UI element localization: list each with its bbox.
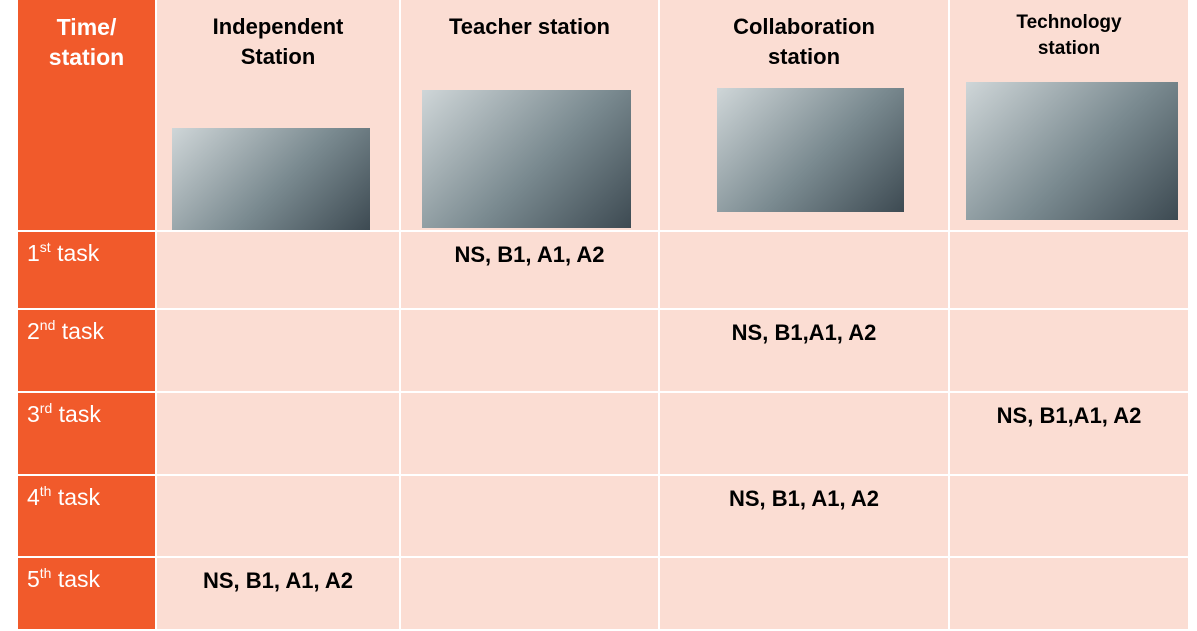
cell-text: NS, B1,A1, A2 [996, 403, 1142, 428]
table-cell [660, 558, 948, 629]
task-number: 4 [27, 484, 40, 510]
header-text: Time/ [56, 14, 117, 40]
header-text: Station [240, 44, 316, 69]
task-word: task [57, 240, 100, 266]
table-cell [660, 393, 948, 474]
header-text: Teacher station [449, 14, 610, 39]
task-number: 1 [27, 240, 40, 266]
header-text: station [767, 44, 841, 69]
task-word: task [61, 318, 104, 344]
cell-text: NS, B1, A1, A2 [729, 486, 879, 511]
row-label: 4th task [18, 476, 155, 556]
task-number: 2 [27, 318, 40, 344]
header-text: Independent [212, 14, 344, 39]
row-label: 1st task [18, 232, 155, 308]
table-cell [157, 232, 399, 308]
ordinal-suffix: nd [39, 317, 56, 333]
table-cell [950, 232, 1188, 308]
row-label: 3rd task [18, 393, 155, 474]
header-text: Technology [1016, 12, 1122, 33]
table-cell [157, 476, 399, 556]
cell-text: NS, B1, A1, A2 [454, 242, 605, 267]
table-cell: NS, B1, A1, A2 [157, 558, 399, 629]
table-cell [950, 558, 1188, 629]
row-label: 5th task [18, 558, 155, 629]
header-cell: Time/station [18, 0, 155, 230]
ordinal-suffix: st [39, 239, 51, 255]
table-cell [401, 476, 658, 556]
ordinal-suffix: th [39, 483, 52, 499]
table-cell [157, 310, 399, 391]
header-text: station [1037, 38, 1101, 59]
header-text: Collaboration [733, 14, 875, 39]
ordinal-suffix: th [39, 565, 52, 581]
table-cell [401, 310, 658, 391]
task-word: task [57, 566, 101, 592]
table-cell: NS, B1,A1, A2 [950, 393, 1188, 474]
table-cell [950, 310, 1188, 391]
task-number: 3 [27, 401, 40, 427]
task-word: task [58, 401, 101, 427]
cell-text: NS, B1,A1, A2 [731, 320, 877, 345]
table-cell [401, 393, 658, 474]
table-cell [157, 393, 399, 474]
table-cell [950, 476, 1188, 556]
photo [172, 128, 370, 230]
task-word: task [57, 484, 101, 510]
photo [422, 90, 631, 228]
table-cell: NS, B1, A1, A2 [660, 476, 948, 556]
cell-text: NS, B1, A1, A2 [203, 568, 353, 593]
table-cell: NS, B1,A1, A2 [660, 310, 948, 391]
table-cell: NS, B1, A1, A2 [401, 232, 658, 308]
photo [966, 82, 1178, 220]
row-label: 2nd task [18, 310, 155, 391]
table-cell [660, 232, 948, 308]
header-text: station [48, 44, 125, 70]
photo [717, 88, 904, 212]
ordinal-suffix: rd [39, 400, 53, 416]
table-cell [401, 558, 658, 629]
task-number: 5 [27, 566, 40, 592]
